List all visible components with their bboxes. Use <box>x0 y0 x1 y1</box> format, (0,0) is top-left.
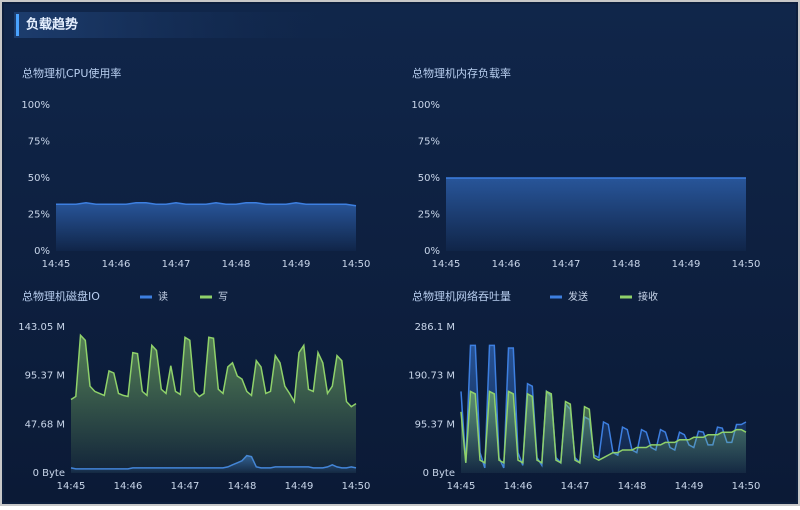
x-tick-label: 14:47 <box>561 481 590 492</box>
x-tick-label: 14:47 <box>171 481 200 492</box>
y-tick-label: 100% <box>411 100 440 111</box>
x-tick-label: 14:48 <box>222 259 251 270</box>
legend-label: 发送 <box>568 290 588 303</box>
y-tick-label: 0 Byte <box>423 468 455 479</box>
y-tick-label: 95.37 M <box>415 419 455 430</box>
y-tick-label: 25% <box>418 210 440 221</box>
x-tick-label: 14:50 <box>342 481 371 492</box>
y-tick-label: 50% <box>28 173 50 184</box>
area <box>446 178 746 251</box>
x-tick-label: 14:45 <box>447 481 476 492</box>
header-bar <box>14 12 374 38</box>
x-tick-label: 14:50 <box>732 481 761 492</box>
line <box>460 344 747 469</box>
chart-title: 总物理机内存负载率 <box>412 66 511 80</box>
x-tick-label: 14:50 <box>342 259 371 270</box>
y-tick-label: 286.1 M <box>415 322 455 333</box>
chart-title: 总物理机CPU使用率 <box>22 66 121 80</box>
area <box>461 391 746 473</box>
line <box>70 333 357 408</box>
x-tick-label: 14:47 <box>552 259 581 270</box>
y-tick-label: 95.37 M <box>25 371 65 382</box>
line <box>460 390 747 465</box>
x-tick-label: 14:49 <box>285 481 314 492</box>
y-tick-label: 0 Byte <box>33 468 65 479</box>
y-tick-label: 190.73 M <box>408 371 455 382</box>
y-tick-label: 0% <box>34 246 50 257</box>
y-tick-label: 75% <box>28 137 50 148</box>
x-tick-label: 14:45 <box>57 481 86 492</box>
chart-title: 总物理机磁盘IO <box>22 289 100 303</box>
chart-title: 总物理机网络吞吐量 <box>412 289 511 303</box>
x-tick-label: 14:48 <box>228 481 257 492</box>
x-tick-label: 14:45 <box>42 259 71 270</box>
header-accent <box>16 14 19 36</box>
y-tick-label: 25% <box>28 210 50 221</box>
x-tick-label: 14:46 <box>114 481 143 492</box>
x-tick-label: 14:50 <box>732 259 761 270</box>
y-tick-label: 50% <box>418 173 440 184</box>
y-tick-label: 0% <box>424 246 440 257</box>
x-tick-label: 14:46 <box>492 259 521 270</box>
y-tick-label: 100% <box>21 100 50 111</box>
x-tick-label: 14:48 <box>612 259 641 270</box>
y-tick-label: 75% <box>418 137 440 148</box>
area <box>56 202 356 251</box>
line <box>56 202 357 207</box>
y-tick-label: 47.68 M <box>25 419 65 430</box>
x-tick-label: 14:47 <box>162 259 191 270</box>
area <box>71 335 356 473</box>
y-tick-label: 143.05 M <box>18 322 65 333</box>
x-tick-label: 14:49 <box>282 259 311 270</box>
legend-label: 接收 <box>638 290 658 303</box>
header-title: 负载趋势 <box>26 17 78 33</box>
x-tick-label: 14:46 <box>504 481 533 492</box>
x-tick-label: 14:45 <box>432 259 461 270</box>
legend-label: 读 <box>158 290 168 303</box>
x-tick-label: 14:48 <box>618 481 647 492</box>
x-tick-label: 14:49 <box>672 259 701 270</box>
x-tick-label: 14:46 <box>102 259 131 270</box>
legend-label: 写 <box>218 291 228 303</box>
x-tick-label: 14:49 <box>675 481 704 492</box>
